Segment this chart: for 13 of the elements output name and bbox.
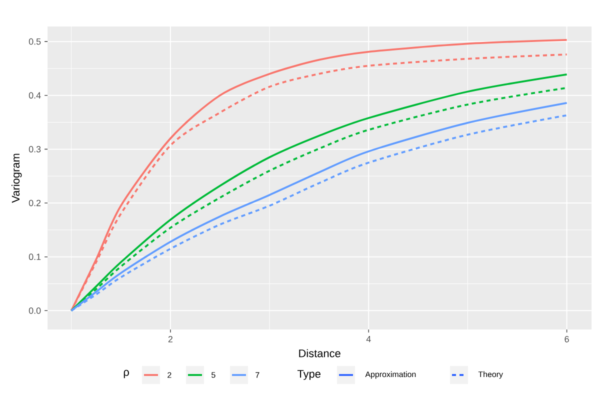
- y-tick-label: 0.4: [28, 92, 41, 99]
- x-tick-label: 4: [366, 336, 371, 342]
- x-axis-title: Distance: [299, 349, 340, 358]
- y-tick-label: 0.2: [28, 200, 41, 206]
- text: Type: [297, 370, 320, 380]
- y-tick-label: 0.3: [28, 146, 41, 152]
- legend-title: ρ: [124, 370, 129, 378]
- x-tick-label: 6: [564, 336, 569, 342]
- y-axis-title: Variogram: [12, 154, 22, 203]
- y-tick-label: 0.5: [28, 38, 41, 45]
- y-tick-label: 0.0: [28, 307, 41, 314]
- x-tick-label: 2: [168, 336, 172, 342]
- y-tick-label: 0.1: [28, 254, 41, 260]
